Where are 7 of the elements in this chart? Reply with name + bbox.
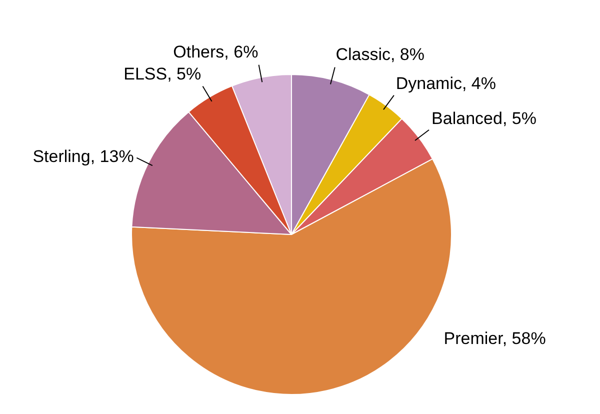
slice-label: Sterling, 13% xyxy=(32,146,134,166)
slice-label: Dynamic, 4% xyxy=(396,74,496,93)
slice-label: Balanced, 5% xyxy=(432,108,536,128)
slice-label: ELSS, 5% xyxy=(124,64,202,84)
slice-label: Premier, 58% xyxy=(444,328,546,348)
slice-label: Classic, 8% xyxy=(336,45,425,64)
slice-label: Others, 6% xyxy=(173,42,258,62)
